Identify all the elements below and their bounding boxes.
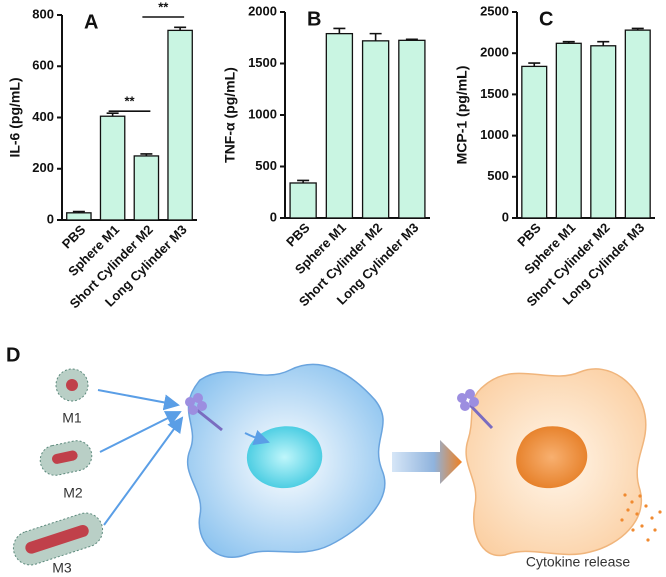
receptor: [457, 389, 494, 430]
bar: [624, 29, 651, 219]
particle-label: M3: [52, 560, 72, 576]
bar: [325, 32, 354, 219]
y-tick-label: 1000: [480, 127, 509, 142]
y-tick-label: 600: [32, 58, 54, 73]
y-tick-label: 200: [32, 160, 54, 175]
x-tick-label: PBS: [514, 220, 544, 250]
y-tick-label: 500: [255, 158, 277, 173]
bar: [289, 182, 317, 219]
caption: Cytokine release: [526, 554, 630, 570]
significance-label: **: [124, 94, 135, 109]
y-tick-label: 0: [502, 209, 509, 224]
x-tick-label: PBS: [283, 220, 313, 250]
uptake-arrows: [97, 389, 184, 526]
bar: [555, 42, 582, 219]
error-bar: [106, 112, 119, 117]
error-bar: [174, 26, 187, 31]
error-bar: [72, 210, 85, 213]
x-tick-label: PBS: [59, 222, 89, 252]
y-tick-label: 800: [32, 6, 54, 21]
y-axis-label: TNF-α (pg/mL): [222, 67, 238, 163]
error-bar: [140, 153, 153, 156]
y-tick-label: 2000: [480, 45, 509, 60]
y-tick-label: 1000: [248, 106, 277, 121]
internal-arrow: [244, 429, 270, 446]
nucleus: [516, 426, 588, 489]
bar: [133, 155, 160, 221]
bar: [398, 39, 426, 219]
bar: [521, 65, 548, 219]
y-tick-label: 2500: [480, 3, 509, 18]
panel-letter: A: [84, 11, 98, 33]
significance-label: **: [158, 0, 169, 14]
y-tick-label: 1500: [480, 86, 509, 101]
particle-label: M2: [63, 485, 83, 501]
bar: [99, 115, 126, 221]
panel-letter: B: [307, 8, 321, 30]
bar: [167, 29, 193, 221]
y-axis-label: MCP-1 (pg/mL): [454, 66, 470, 165]
bar: [361, 40, 390, 219]
error-bar: [562, 40, 575, 44]
y-tick-label: 400: [32, 109, 54, 124]
y-tick-label: 0: [47, 211, 54, 226]
error-bar: [297, 179, 310, 183]
y-tick-label: 1500: [248, 55, 277, 70]
particles: [12, 368, 104, 566]
error-bar: [405, 38, 418, 41]
bar: [66, 212, 92, 221]
bar: [590, 45, 617, 219]
panel-letter: D: [6, 344, 20, 366]
error-bar: [631, 27, 644, 31]
particle-label: M1: [62, 410, 82, 426]
error-bar: [597, 40, 610, 46]
error-bar: [528, 62, 541, 67]
y-axis-label: IL-6 (pg/mL): [7, 77, 23, 157]
receptor: [185, 393, 223, 432]
error-bar: [333, 27, 346, 34]
cytokines: [620, 493, 662, 542]
y-tick-label: 2000: [248, 3, 277, 18]
transition-arrow: [392, 440, 462, 484]
panel-letter: C: [539, 8, 553, 30]
y-tick-label: 0: [270, 209, 277, 224]
y-tick-label: 500: [487, 168, 509, 183]
error-bar: [369, 32, 382, 41]
